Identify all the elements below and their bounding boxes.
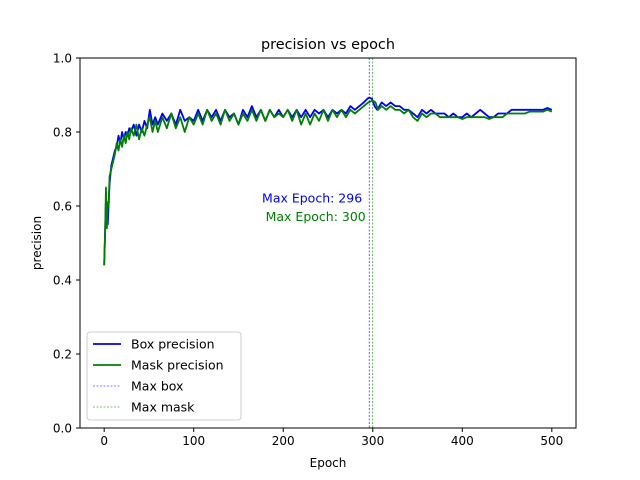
axes: 0 100 200 300 400 500 0.0 0.2 0.4 0.6 0.8 1.0 xyxy=(53,52,577,448)
y-tick-label: 0.4 xyxy=(53,274,72,288)
x-axis-label: Epoch xyxy=(310,456,347,470)
x-tick-label: 0 xyxy=(100,434,108,448)
legend: Box precision Mask precision Max box Max… xyxy=(86,331,242,421)
y-tick-label: 1.0 xyxy=(53,52,72,66)
vline-layer xyxy=(368,58,374,428)
legend-box xyxy=(86,331,242,421)
legend-label-max-box: Max box xyxy=(131,379,183,394)
axes-frame xyxy=(79,57,577,429)
y-tick-label: 0.6 xyxy=(53,200,72,214)
legend-label-max-mask: Max mask xyxy=(131,400,195,415)
annotation-layer: Max Epoch: 296 Max Epoch: 300 xyxy=(262,191,366,225)
series-layer xyxy=(103,96,553,266)
y-tick-label: 0.2 xyxy=(53,348,72,362)
series-line-mask-precision xyxy=(103,99,553,266)
y-axis-label: precision xyxy=(30,216,44,270)
x-tick-label: 200 xyxy=(272,434,295,448)
y-tick-label: 0.0 xyxy=(53,422,72,436)
y-tick-label: 0.8 xyxy=(53,126,72,140)
legend-label-mask-precision: Mask precision xyxy=(131,358,224,373)
y-axis-ticks: 0.0 0.2 0.4 0.6 0.8 1.0 xyxy=(53,52,80,436)
x-tick-label: 300 xyxy=(361,434,384,448)
x-tick-label: 100 xyxy=(182,434,205,448)
x-axis-ticks: 0 100 200 300 400 500 xyxy=(100,428,563,448)
annotation-max-epoch-mask: Max Epoch: 300 xyxy=(262,209,366,224)
chart-title: precision vs epoch xyxy=(261,37,395,53)
annotation-max-epoch-box: Max Epoch: 296 xyxy=(262,191,362,206)
legend-label-box-precision: Box precision xyxy=(131,337,215,352)
x-tick-label: 400 xyxy=(451,434,474,448)
plot-area: Max Epoch: 296 Max Epoch: 300 xyxy=(103,58,553,428)
x-tick-label: 500 xyxy=(540,434,563,448)
